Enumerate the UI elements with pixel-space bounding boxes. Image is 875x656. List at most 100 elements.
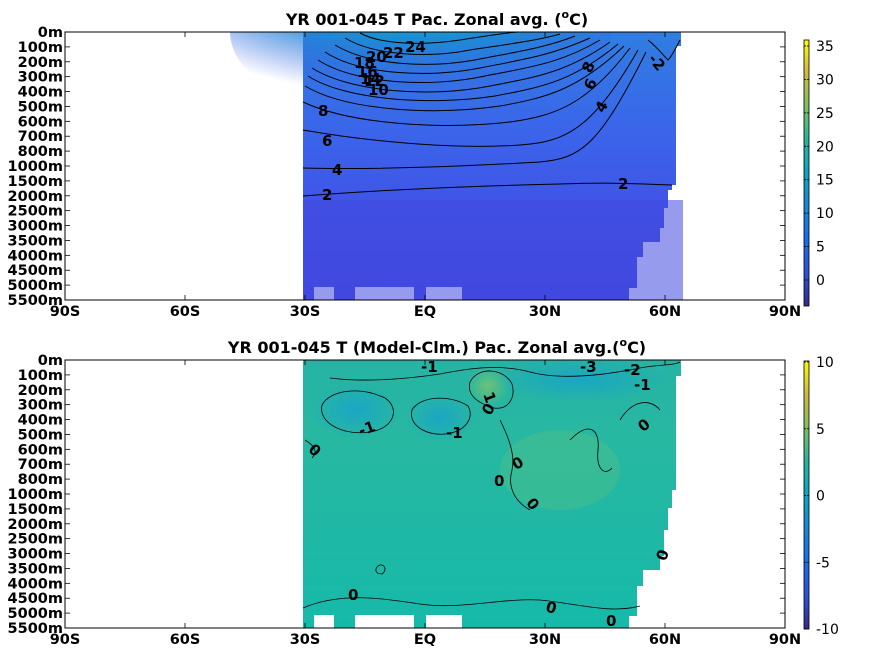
colorbar-tick-label: 5 bbox=[816, 240, 825, 256]
bottom-contour-0-d bbox=[619, 402, 661, 421]
colorbar-tick-label: 25 bbox=[816, 106, 834, 122]
x-tick-label: 30N bbox=[529, 632, 561, 648]
top-x-axis: 90S 60S 30S EQ 30N 60N 90N bbox=[50, 32, 801, 320]
y-tick-label: 400m bbox=[18, 413, 63, 429]
y-tick-label: 300m bbox=[18, 70, 63, 86]
y-tick-label: 600m bbox=[18, 442, 63, 458]
top-contour-4 bbox=[302, 51, 647, 170]
top-contour-minus2 bbox=[647, 39, 681, 61]
bottom-clabel-minus3: -3 bbox=[580, 358, 597, 376]
bottom-colorbar-ticks: 10 5 0 -5 -10 bbox=[804, 355, 839, 638]
top-contour-24 bbox=[359, 32, 540, 44]
x-tick-label: 60S bbox=[170, 632, 201, 648]
y-tick-label: 1000m bbox=[8, 487, 63, 503]
top-clabel-4: 4 bbox=[332, 161, 342, 179]
y-tick-label: 5500m bbox=[8, 293, 63, 309]
y-tick-label: 3000m bbox=[8, 547, 63, 563]
top-clabel-18: 18 bbox=[354, 54, 375, 72]
bottom-contour-0-e bbox=[302, 597, 641, 610]
x-tick-label: 30S bbox=[290, 632, 321, 648]
bottom-clabel-minus1-south: -1 bbox=[356, 417, 378, 440]
x-tick-label: EQ bbox=[414, 304, 436, 320]
top-clabel-24: 24 bbox=[405, 38, 426, 56]
x-tick-label: 90S bbox=[50, 632, 81, 648]
x-tick-label: 90S bbox=[50, 304, 81, 320]
colorbar-tick-label: 35 bbox=[816, 39, 834, 55]
colorbar-tick-label: 15 bbox=[816, 173, 834, 189]
x-tick-label: 30N bbox=[529, 304, 561, 320]
y-tick-label: 1500m bbox=[8, 174, 63, 190]
bottom-contour-minus1-south bbox=[321, 390, 394, 434]
top-clabel-10: 10 bbox=[368, 81, 389, 99]
y-tick-label: 3500m bbox=[8, 561, 63, 577]
top-clabel-14: 14 bbox=[360, 70, 381, 88]
top-clabel-6: 6 bbox=[322, 132, 332, 150]
y-tick-label: 5000m bbox=[8, 606, 63, 622]
bottom-contour-plus1 bbox=[468, 370, 514, 409]
bottom-clabel-0-deep-mid: 0 bbox=[544, 598, 559, 618]
bottom-contour-0-b bbox=[499, 419, 531, 511]
y-tick-label: 500m bbox=[18, 99, 63, 115]
bottom-clabel-minus1-top: -1 bbox=[421, 358, 438, 376]
bottom-field-mask bbox=[303, 360, 681, 628]
y-tick-label: 0m bbox=[38, 353, 63, 369]
top-clabel-12: 12 bbox=[364, 72, 385, 90]
bottom-clabel-minus1-eq: -1 bbox=[446, 424, 463, 442]
bottom-anomaly-field bbox=[303, 360, 681, 628]
top-clabel-16: 16 bbox=[357, 63, 378, 81]
bottom-contour-surface bbox=[329, 361, 681, 381]
bottom-contour-0-f bbox=[375, 564, 386, 575]
top-contour-16 bbox=[317, 39, 601, 84]
y-tick-label: 4000m bbox=[8, 576, 63, 592]
bottom-contour-0-c bbox=[569, 428, 613, 472]
bottom-panel: YR 001-045 T (Model-Clm.) Pac. Zonal avg… bbox=[8, 336, 839, 648]
top-colorbar-ticks: 35 30 25 20 15 10 5 0 bbox=[804, 39, 834, 289]
x-tick-label: 60N bbox=[649, 304, 681, 320]
y-tick-label: 200m bbox=[18, 55, 63, 71]
bottom-clabel-0-deep-south: 0 bbox=[348, 586, 358, 604]
y-tick-label: 800m bbox=[18, 144, 63, 160]
colorbar-tick-label: 20 bbox=[816, 139, 834, 155]
bottom-contour-minus1-eq bbox=[411, 397, 471, 435]
y-tick-label: 100m bbox=[18, 368, 63, 384]
y-tick-label: 500m bbox=[18, 427, 63, 443]
top-contour-14 bbox=[311, 41, 611, 93]
colorbar-tick-label: -10 bbox=[816, 622, 839, 638]
x-tick-label: 90N bbox=[769, 304, 801, 320]
y-tick-label: 5000m bbox=[8, 278, 63, 294]
top-contour-6 bbox=[302, 49, 639, 147]
bottom-clabel-0-deep-north: 0 bbox=[606, 612, 616, 630]
top-y-axis: 0m100m200m300m400m500m600m700m800m1000m1… bbox=[8, 25, 785, 309]
y-tick-label: 3000m bbox=[8, 219, 63, 235]
y-tick-label: 0m bbox=[38, 25, 63, 41]
y-tick-label: 700m bbox=[18, 129, 63, 145]
top-title: YR 001-045 T Pac. Zonal avg. (oC) bbox=[285, 8, 588, 29]
top-clabel-20: 20 bbox=[366, 48, 387, 66]
bottom-title: YR 001-045 T (Model-Clm.) Pac. Zonal avg… bbox=[227, 336, 646, 357]
top-contour-18 bbox=[324, 37, 591, 74]
y-tick-label: 1000m bbox=[8, 159, 63, 175]
y-tick-label: 2500m bbox=[8, 204, 63, 220]
x-tick-label: 90N bbox=[769, 632, 801, 648]
colorbar-tick-label: 30 bbox=[816, 72, 834, 88]
y-tick-label: 5500m bbox=[8, 621, 63, 637]
y-tick-label: 700m bbox=[18, 457, 63, 473]
bottom-colorbar bbox=[803, 360, 810, 630]
top-contour-20 bbox=[334, 35, 576, 65]
top-clabel-2: 2 bbox=[322, 186, 332, 204]
bottom-cool-blob-south bbox=[310, 382, 400, 438]
top-contour-10 bbox=[304, 45, 625, 112]
bottom-contour-0-a bbox=[304, 439, 316, 459]
x-tick-label: 30S bbox=[290, 304, 321, 320]
y-tick-label: 4500m bbox=[8, 263, 63, 279]
y-tick-label: 2000m bbox=[8, 517, 63, 533]
colorbar-tick-label: 5 bbox=[816, 422, 825, 438]
y-tick-label: 300m bbox=[18, 398, 63, 414]
bottom-warm-patch-mid bbox=[500, 430, 620, 510]
top-contour-8 bbox=[302, 47, 631, 126]
y-tick-label: 400m bbox=[18, 85, 63, 101]
y-tick-label: 2500m bbox=[8, 532, 63, 548]
colorbar-tick-label: -5 bbox=[816, 555, 830, 571]
bottom-contour-lines bbox=[302, 361, 681, 610]
